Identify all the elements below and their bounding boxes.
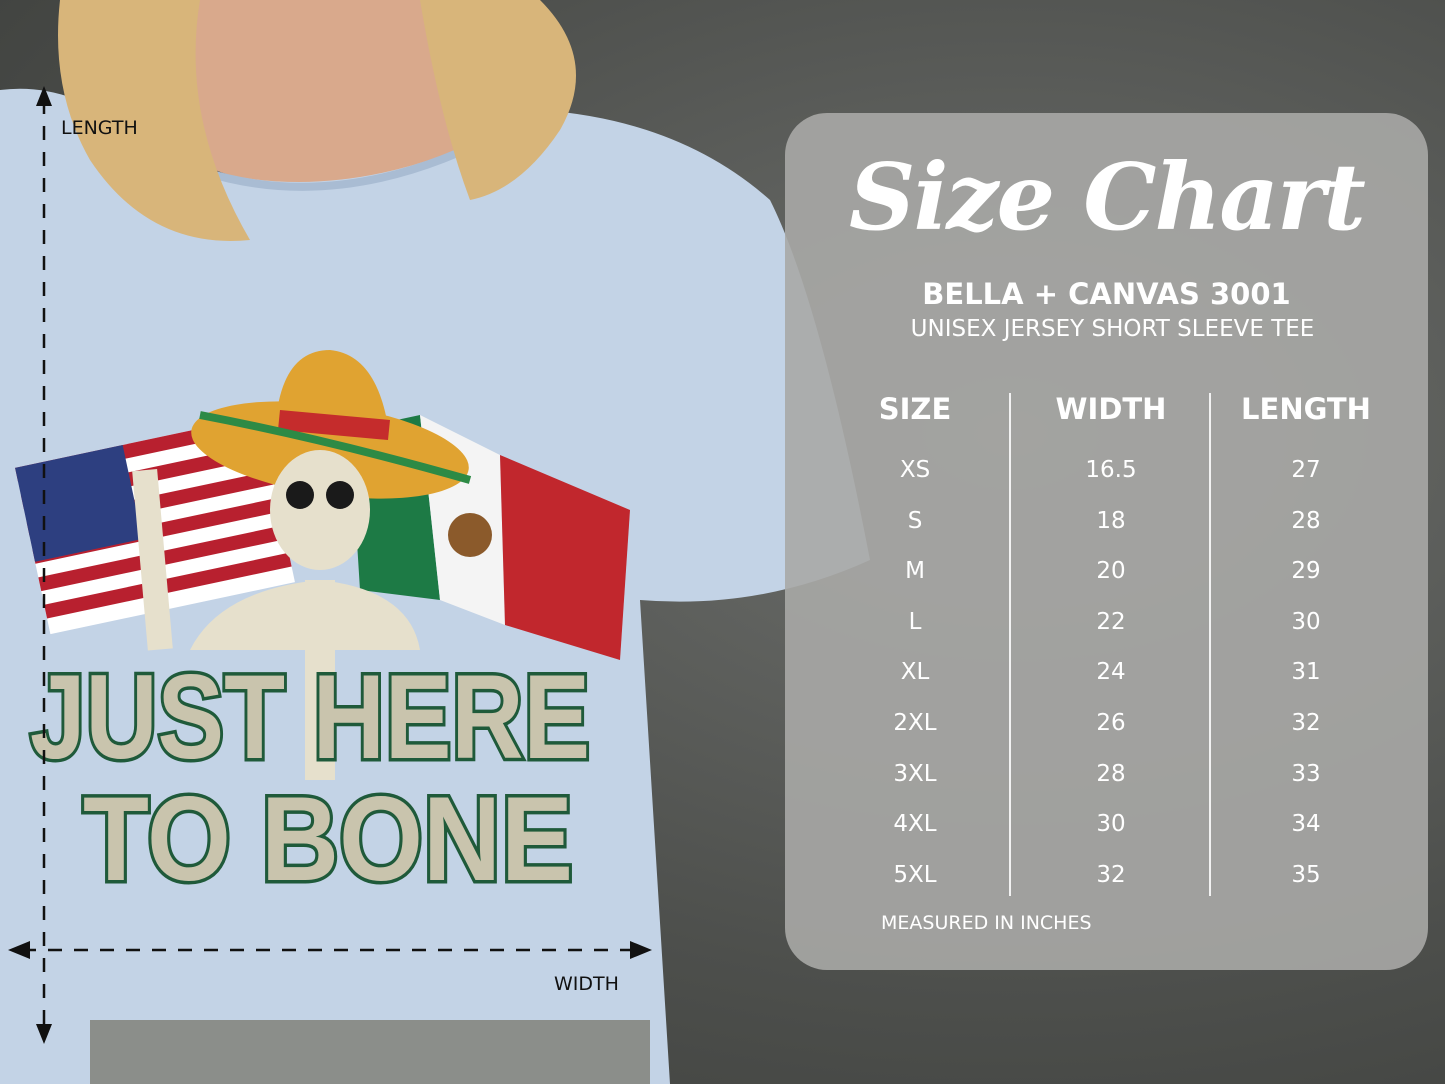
column-header-size: SIZE bbox=[878, 392, 952, 426]
brand-model: BELLA + CANVAS 3001 bbox=[922, 277, 1291, 311]
cell-size: S bbox=[907, 507, 923, 534]
column-divider bbox=[1209, 393, 1211, 896]
size-chart-title: Size Chart bbox=[849, 143, 1366, 251]
model-hair-left bbox=[58, 0, 250, 241]
units-note: MEASURED IN INCHES bbox=[881, 912, 1092, 934]
length-label: LENGTH bbox=[61, 117, 138, 139]
cell-length: 35 bbox=[1291, 861, 1321, 888]
cell-size: 5XL bbox=[893, 861, 937, 888]
model-pants bbox=[90, 1020, 650, 1084]
model-hair-right bbox=[420, 0, 576, 200]
cell-width: 22 bbox=[1096, 608, 1126, 635]
cell-width: 32 bbox=[1096, 861, 1126, 888]
cell-length: 31 bbox=[1291, 659, 1321, 686]
cell-length: 30 bbox=[1291, 608, 1321, 635]
cell-size: L bbox=[908, 608, 922, 635]
design-text: JUST HERE TO BONE bbox=[27, 647, 594, 910]
cell-length: 29 bbox=[1291, 558, 1321, 585]
column-header-width: WIDTH bbox=[1055, 392, 1167, 426]
cell-width: 24 bbox=[1096, 659, 1126, 686]
cell-size: 3XL bbox=[893, 760, 937, 787]
cell-length: 28 bbox=[1291, 507, 1321, 534]
width-arrow bbox=[8, 941, 652, 959]
size-chart-panel: Size Chart bbox=[785, 113, 1428, 970]
cell-width: 28 bbox=[1096, 760, 1126, 787]
cell-size: M bbox=[905, 558, 925, 585]
cell-width: 30 bbox=[1096, 811, 1126, 838]
cell-width: 26 bbox=[1096, 710, 1126, 736]
design-line-2: TO BONE bbox=[83, 772, 573, 906]
length-arrow bbox=[36, 86, 52, 1044]
sombrero bbox=[191, 350, 472, 499]
column-header-length: LENGTH bbox=[1241, 392, 1371, 426]
skeleton bbox=[132, 450, 420, 780]
cell-size: XL bbox=[900, 659, 930, 686]
cell-length: 34 bbox=[1291, 811, 1321, 838]
design-line-1: JUST HERE bbox=[30, 650, 590, 784]
column-divider bbox=[1009, 393, 1011, 896]
cell-width: 18 bbox=[1096, 507, 1126, 534]
cell-size: 4XL bbox=[893, 811, 937, 838]
cell-width: 16.5 bbox=[1085, 457, 1137, 483]
cell-width: 20 bbox=[1096, 558, 1126, 585]
product-name: UNISEX JERSEY SHORT SLEEVE TEE bbox=[910, 316, 1315, 342]
cell-length: 27 bbox=[1291, 457, 1321, 483]
width-label: WIDTH bbox=[554, 973, 619, 995]
cell-length: 32 bbox=[1291, 710, 1321, 736]
cell-length: 33 bbox=[1291, 760, 1321, 787]
cell-size: 2XL bbox=[893, 710, 937, 736]
cell-size: XS bbox=[899, 457, 931, 483]
